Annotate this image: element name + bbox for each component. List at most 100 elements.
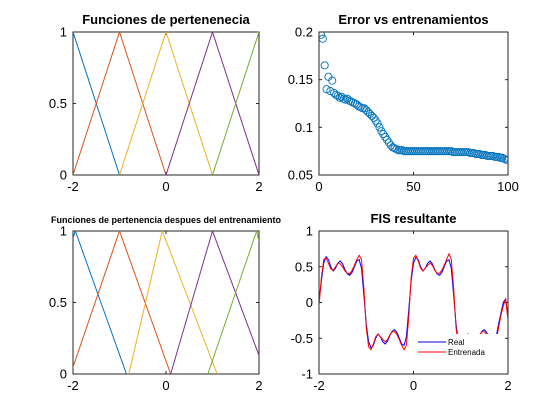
y-tick-label: 0.5 [295,259,313,274]
data-point [477,150,486,160]
series-line-5 [212,32,259,175]
data-point [485,151,494,160]
subplot-3: Funciones de pertenencia despues del ent… [49,215,282,393]
data-point [375,123,384,132]
data-point [488,151,497,160]
x-tick-label: 0 [315,179,322,194]
data-point [496,153,505,162]
data-point [486,151,496,160]
series-line-4 [165,32,259,175]
data-point [460,148,469,157]
x-tick-label: 2 [255,378,262,393]
series-line-3 [128,231,218,374]
data-point [479,150,488,160]
chart-title: Funciones de pertenencia despues del ent… [51,215,282,225]
y-tick-label: -1 [301,367,313,382]
y-tick-label: 1 [60,224,67,239]
x-tick-label: 2 [255,179,262,194]
y-tick-label: 0.15 [288,72,313,87]
data-point [469,149,479,158]
data-point [326,87,335,96]
data-point [322,85,331,94]
y-tick-label: 0.1 [295,120,313,135]
chart-title: FIS resultante [371,211,457,226]
data-point [335,93,344,102]
data-point [443,147,452,156]
chart-title: Error vs entrenamientos [338,12,488,27]
data-point [503,155,508,164]
x-tick-label: -2 [67,179,79,194]
data-point [502,155,508,164]
x-tick-label: -2 [67,378,79,393]
data-point [447,147,456,156]
y-tick-label: 0 [60,367,67,382]
data-point [398,146,407,155]
series-line-2 [73,231,172,374]
legend-label: Real [448,338,465,347]
data-point [320,61,329,70]
axes-box [72,31,260,176]
y-tick-label: 0 [306,295,313,310]
legend-label: Entrenada [448,348,485,357]
data-point [445,147,454,156]
series-line-2 [73,32,167,175]
y-tick-label: -0.5 [291,331,313,346]
data-point [394,146,403,155]
data-point [339,94,348,103]
x-tick-label: 50 [406,179,420,194]
series-line-1 [73,231,127,374]
data-point [390,144,399,153]
series-line-1 [73,32,120,175]
data-point [328,76,337,85]
data-point [498,153,507,162]
plot-area [73,231,259,374]
data-point [473,149,482,159]
data-point [392,145,401,154]
data-point [354,102,363,111]
x-tick-label: 0 [410,378,417,393]
data-point [494,152,503,161]
data-point [358,104,367,113]
x-tick-label: 0 [162,179,169,194]
subplot-1: Funciones de pertenenecia-2 0 200.51 [49,12,263,194]
y-tick-label: 1 [60,25,67,40]
series-line-3 [119,32,213,175]
x-tick-label: 0 [162,378,169,393]
data-point [341,95,350,104]
y-tick-label: 0.05 [288,168,313,183]
data-point [396,146,405,155]
series-line-4 [170,231,259,374]
data-point [490,152,499,161]
y-tick-label: 0.5 [49,295,67,310]
subplot-4: FIS resultante -2 0 2 -1 -0.5 0 0.5 1 RealEntrena… [291,211,512,393]
chart-title: Funciones de pertenenecia [82,12,250,27]
plot-area [73,32,259,175]
y-tick-label: 1 [306,224,313,239]
data-point [319,34,327,43]
data-point [492,152,501,161]
x-tick-label: 100 [497,179,519,194]
y-tick-label: 0.2 [295,25,313,40]
legend-box [416,334,504,360]
y-tick-label: 0 [60,168,67,183]
series-line-5 [207,231,259,374]
x-tick-label: 2 [504,378,511,393]
data-point [462,148,471,157]
data-point [481,150,490,160]
data-point [319,32,325,39]
subplot-2: Error vs entrenamientos 0 50 100 0.05 0.1 0.15… [288,12,519,194]
data-point [500,154,508,163]
data-point [441,147,450,156]
data-point [468,149,477,158]
data-point [471,149,480,159]
y-tick-label: 0.5 [49,96,67,111]
data-point [458,148,467,157]
data-point [464,148,473,157]
data-point [373,119,382,128]
data-point [466,149,475,158]
plot-area [319,32,508,164]
data-point [348,98,358,107]
x-tick-label: -2 [313,378,325,393]
